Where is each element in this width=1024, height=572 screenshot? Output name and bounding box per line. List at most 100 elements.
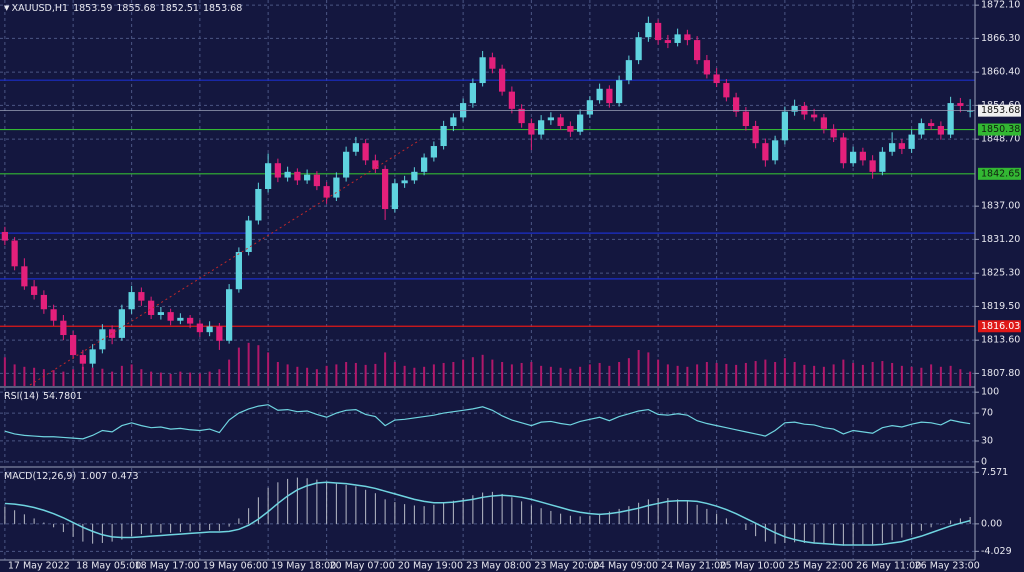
candle-body	[557, 117, 564, 126]
volume-bar	[813, 365, 816, 386]
candle-body	[655, 22, 662, 41]
volume-bar	[969, 371, 972, 386]
volume-bar	[754, 361, 757, 386]
volume-bar	[276, 362, 279, 386]
candle-body	[138, 292, 145, 301]
volume-bar	[549, 366, 552, 386]
volume-bar	[900, 365, 903, 386]
x-tick-label: 23 May 20:00	[534, 561, 599, 572]
trend-line	[29, 139, 421, 386]
x-tick-label: 17 May 2022	[8, 561, 70, 572]
candle-body	[284, 171, 291, 178]
candle-body	[60, 320, 67, 336]
x-tick-label: 19 May 06:00	[203, 561, 268, 572]
volume-bar	[852, 362, 855, 386]
volume-bar	[423, 366, 426, 386]
y-tick-label: 1819.50	[981, 301, 1020, 312]
candle-body	[733, 97, 740, 112]
volume-bar	[481, 354, 484, 386]
x-tick-label: 18 May 05:00	[76, 561, 141, 572]
x-tick-label: 23 May 08:00	[466, 561, 531, 572]
volume-bar	[345, 362, 348, 386]
candle-body	[791, 105, 798, 112]
candle-body	[528, 123, 535, 135]
volume-bar	[540, 365, 543, 386]
candle-body	[177, 317, 184, 321]
volume-bar	[471, 357, 474, 386]
candle-body	[343, 151, 350, 178]
candle-body	[879, 151, 886, 172]
candle-body	[216, 326, 223, 341]
volume-bar	[189, 372, 192, 386]
candle-body	[840, 137, 847, 164]
volume-bar	[559, 367, 562, 386]
y-tick-label: 70	[981, 408, 993, 419]
candle-body	[167, 312, 174, 321]
volume-bar	[384, 352, 387, 386]
candle-body	[850, 151, 857, 164]
volume-bar	[930, 364, 933, 386]
price-label-box	[978, 104, 1021, 117]
volume-bar	[520, 362, 523, 386]
x-tick-label: 26 May 11:00	[856, 561, 921, 572]
y-tick-label: -4.029	[981, 546, 1012, 557]
candle-body	[586, 100, 593, 115]
volume-bar	[3, 357, 6, 386]
volume-bar	[335, 364, 338, 386]
candle-body	[50, 309, 57, 321]
candle-body	[596, 88, 603, 101]
volume-bar	[169, 374, 172, 386]
x-tick-label: 24 May 21:00	[661, 561, 726, 572]
y-tick-label: 1866.30	[981, 33, 1020, 44]
y-tick-label: 1813.60	[981, 335, 1020, 346]
volume-bar	[530, 362, 533, 386]
candle-body	[79, 355, 86, 364]
volume-bar	[228, 359, 231, 386]
candle-body	[781, 111, 788, 141]
y-tick-label: 30	[981, 435, 993, 446]
candle-body	[820, 117, 827, 129]
candle-body	[898, 143, 905, 149]
low: 1852.51	[160, 3, 199, 14]
x-tick-label: 20 May 19:00	[398, 561, 463, 572]
candle-body	[908, 134, 915, 149]
volume-bar	[744, 362, 747, 386]
candle-body	[128, 292, 135, 310]
x-tick-label: 25 May 22:00	[788, 561, 853, 572]
volume-bar	[764, 359, 767, 386]
menu-arrow: ▼	[4, 4, 12, 12]
candle-body	[352, 143, 359, 152]
volume-bar	[130, 364, 133, 386]
candle-body	[206, 326, 213, 333]
high: 1855.68	[116, 3, 155, 14]
volume-bar	[676, 365, 679, 386]
volume-bar	[647, 352, 650, 386]
volume-bar	[959, 369, 962, 386]
candle-body	[713, 74, 720, 84]
candle-body	[830, 128, 837, 138]
volume-bar	[72, 369, 75, 386]
candle-body	[362, 143, 369, 161]
candle-body	[547, 117, 554, 121]
candle-body	[489, 57, 496, 69]
y-tick-label: 1831.20	[981, 234, 1020, 245]
y-tick-label: 1860.40	[981, 67, 1020, 78]
candle-body	[450, 117, 457, 126]
candle-body	[967, 110, 974, 112]
candle-body	[928, 123, 935, 126]
volume-bar	[452, 362, 455, 386]
volume-bar	[910, 366, 913, 386]
candle-body	[70, 335, 77, 356]
candle-body	[937, 125, 944, 135]
candle-body	[40, 294, 47, 310]
volume-bar	[247, 342, 250, 386]
volume-bar	[598, 362, 601, 386]
volume-bar	[939, 366, 942, 386]
candle-body	[89, 349, 96, 364]
volume-bar	[861, 364, 864, 386]
volume-bar	[462, 359, 465, 386]
volume-bar	[579, 366, 582, 386]
volume-bar	[208, 371, 211, 386]
volume-bar	[286, 364, 289, 386]
